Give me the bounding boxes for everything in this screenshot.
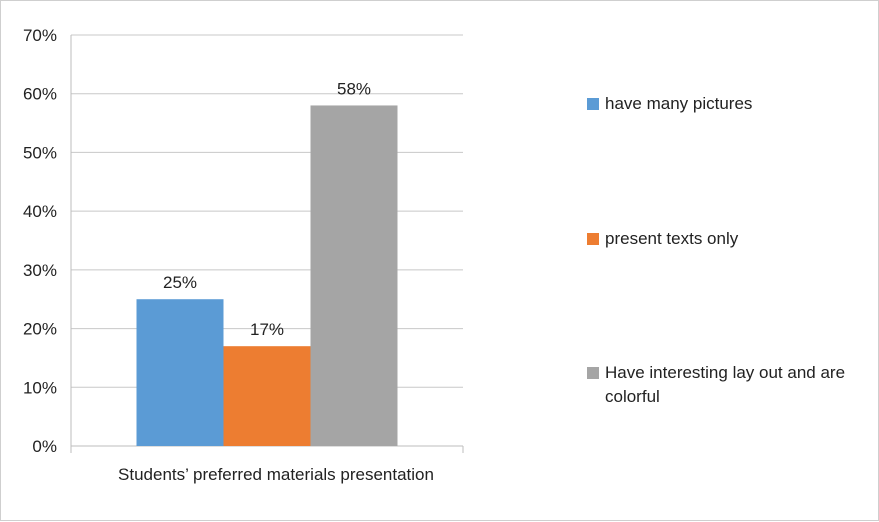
y-tick-label: 60% [23, 85, 57, 104]
data-label: 58% [337, 79, 371, 98]
bar-3 [310, 105, 398, 446]
legend-item: present texts only [587, 227, 877, 251]
legend-label: have many pictures [605, 94, 753, 113]
y-tick-label: 30% [23, 261, 57, 280]
y-tick-label: 50% [23, 143, 57, 162]
bar-1 [136, 299, 224, 446]
legend-swatch [587, 367, 599, 379]
y-tick-label: 0% [32, 437, 57, 456]
bar-2 [223, 346, 311, 446]
data-label: 17% [250, 320, 284, 339]
legend-swatch [587, 233, 599, 245]
legend-item: have many pictures [587, 92, 877, 116]
category-label: Students’ preferred materials presentati… [118, 465, 434, 484]
legend-label: Have interesting lay out and are colorfu… [605, 363, 846, 406]
legend-label: present texts only [605, 229, 739, 248]
y-tick-label: 10% [23, 378, 57, 397]
y-tick-label: 70% [23, 26, 57, 45]
y-tick-label: 40% [23, 202, 57, 221]
legend-swatch [587, 98, 599, 110]
legend-item: Have interesting lay out and are colorfu… [587, 361, 877, 409]
y-tick-label: 20% [23, 320, 57, 339]
data-label: 25% [163, 273, 197, 292]
